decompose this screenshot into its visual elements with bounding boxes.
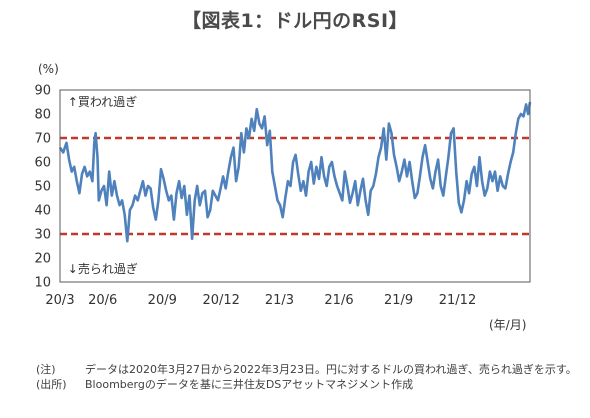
y-tick-label: 80	[34, 108, 51, 123]
x-tick-label: 21/12	[439, 293, 476, 308]
x-tick-labels: 20/3 20/6 20/9 20/12 21/3 21/6 21/9 21/12	[45, 293, 476, 308]
x-tick-label: 21/6	[324, 293, 353, 308]
source-label: (出所)	[36, 377, 67, 391]
y-tick-label: 10	[34, 276, 51, 291]
y-tick-label: 20	[34, 252, 51, 267]
note-label: (注)	[36, 363, 56, 376]
plot-area-frame	[59, 89, 531, 283]
source-row: (出所) Bloombergのデータを基に三井住友DSアセットマネジメント作成	[36, 378, 584, 393]
chart-title: 【図表1：ドル円のRSI】	[181, 10, 409, 32]
source-text: Bloombergのデータを基に三井住友DSアセットマネジメント作成	[85, 377, 414, 391]
y-tick-label: 30	[34, 228, 51, 243]
x-tick-label: 21/3	[265, 293, 294, 308]
y-tick-label: 90	[34, 84, 51, 99]
y-tick-label: 50	[34, 180, 51, 195]
y-tick-label: 60	[34, 156, 51, 171]
x-axis-unit: (年/月)	[489, 318, 527, 332]
annotation-labels: ↑買われ過ぎ ↓売られ過ぎ	[68, 95, 138, 276]
annotation-label: ↓売られ過ぎ	[68, 261, 138, 276]
annotation-label: ↑買われ過ぎ	[68, 95, 137, 109]
x-tick-label: 21/9	[384, 293, 413, 308]
rsi-series-line	[58, 101, 532, 243]
y-tick-labels: 10 20 30 40 50 60 70 80 90	[34, 84, 51, 291]
notes: (注) データは2020年3月27日から2022年3月23日。円に対するドルの買…	[36, 363, 584, 392]
x-tick-label: 20/6	[88, 293, 117, 308]
y-tick-label: 70	[34, 132, 51, 147]
x-tick-label: 20/9	[148, 293, 177, 308]
x-tick-label: 20/12	[202, 293, 239, 308]
reference-lines	[60, 136, 530, 236]
y-tick-label: 40	[34, 204, 51, 219]
note-row: (注) データは2020年3月27日から2022年3月23日。円に対するドルの買…	[36, 363, 584, 378]
x-tick-label: 20/3	[45, 293, 74, 308]
note-text: データは2020年3月27日から2022年3月23日。円に対するドルの買われ過ぎ…	[85, 363, 577, 376]
y-axis-unit: (%)	[38, 62, 59, 76]
